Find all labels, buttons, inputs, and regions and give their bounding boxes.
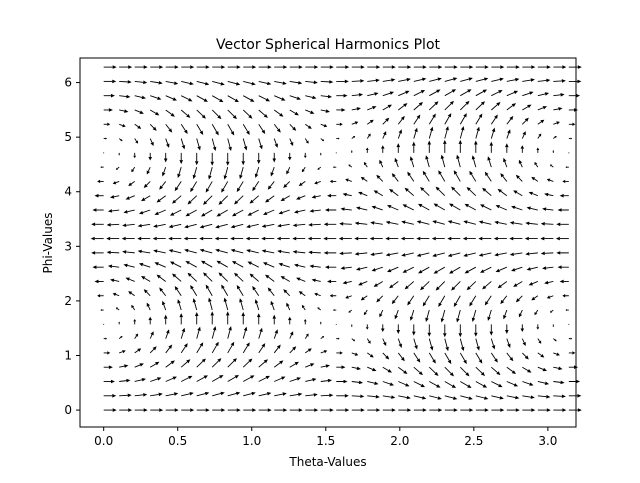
x-axis-label: Theta-Values <box>288 455 366 469</box>
y-axis-label: Phi-Values <box>41 212 55 273</box>
quiver-arrow <box>568 324 569 325</box>
x-tick-label: 1.5 <box>316 434 335 448</box>
quiver-arrow <box>103 324 104 325</box>
y-tick-label: 1 <box>64 348 72 362</box>
quiver-arrow <box>568 152 569 153</box>
x-tick-label: 2.0 <box>390 434 409 448</box>
x-tick-label: 0.0 <box>94 434 113 448</box>
x-tick-label: 3.0 <box>538 434 557 448</box>
y-tick-label: 6 <box>64 76 72 90</box>
quiver-arrow <box>336 152 337 153</box>
quiver-arrow <box>103 152 104 153</box>
x-tick-label: 2.5 <box>464 434 483 448</box>
x-tick-label: 0.5 <box>168 434 187 448</box>
y-tick-label: 3 <box>64 239 72 253</box>
y-tick-label: 0 <box>64 403 72 417</box>
quiver-arrow <box>336 324 337 325</box>
x-tick-label: 1.0 <box>242 434 261 448</box>
y-tick-label: 4 <box>64 185 72 199</box>
y-tick-label: 2 <box>64 294 72 308</box>
chart-title: Vector Spherical Harmonics Plot <box>216 37 441 53</box>
y-tick-label: 5 <box>64 130 72 144</box>
